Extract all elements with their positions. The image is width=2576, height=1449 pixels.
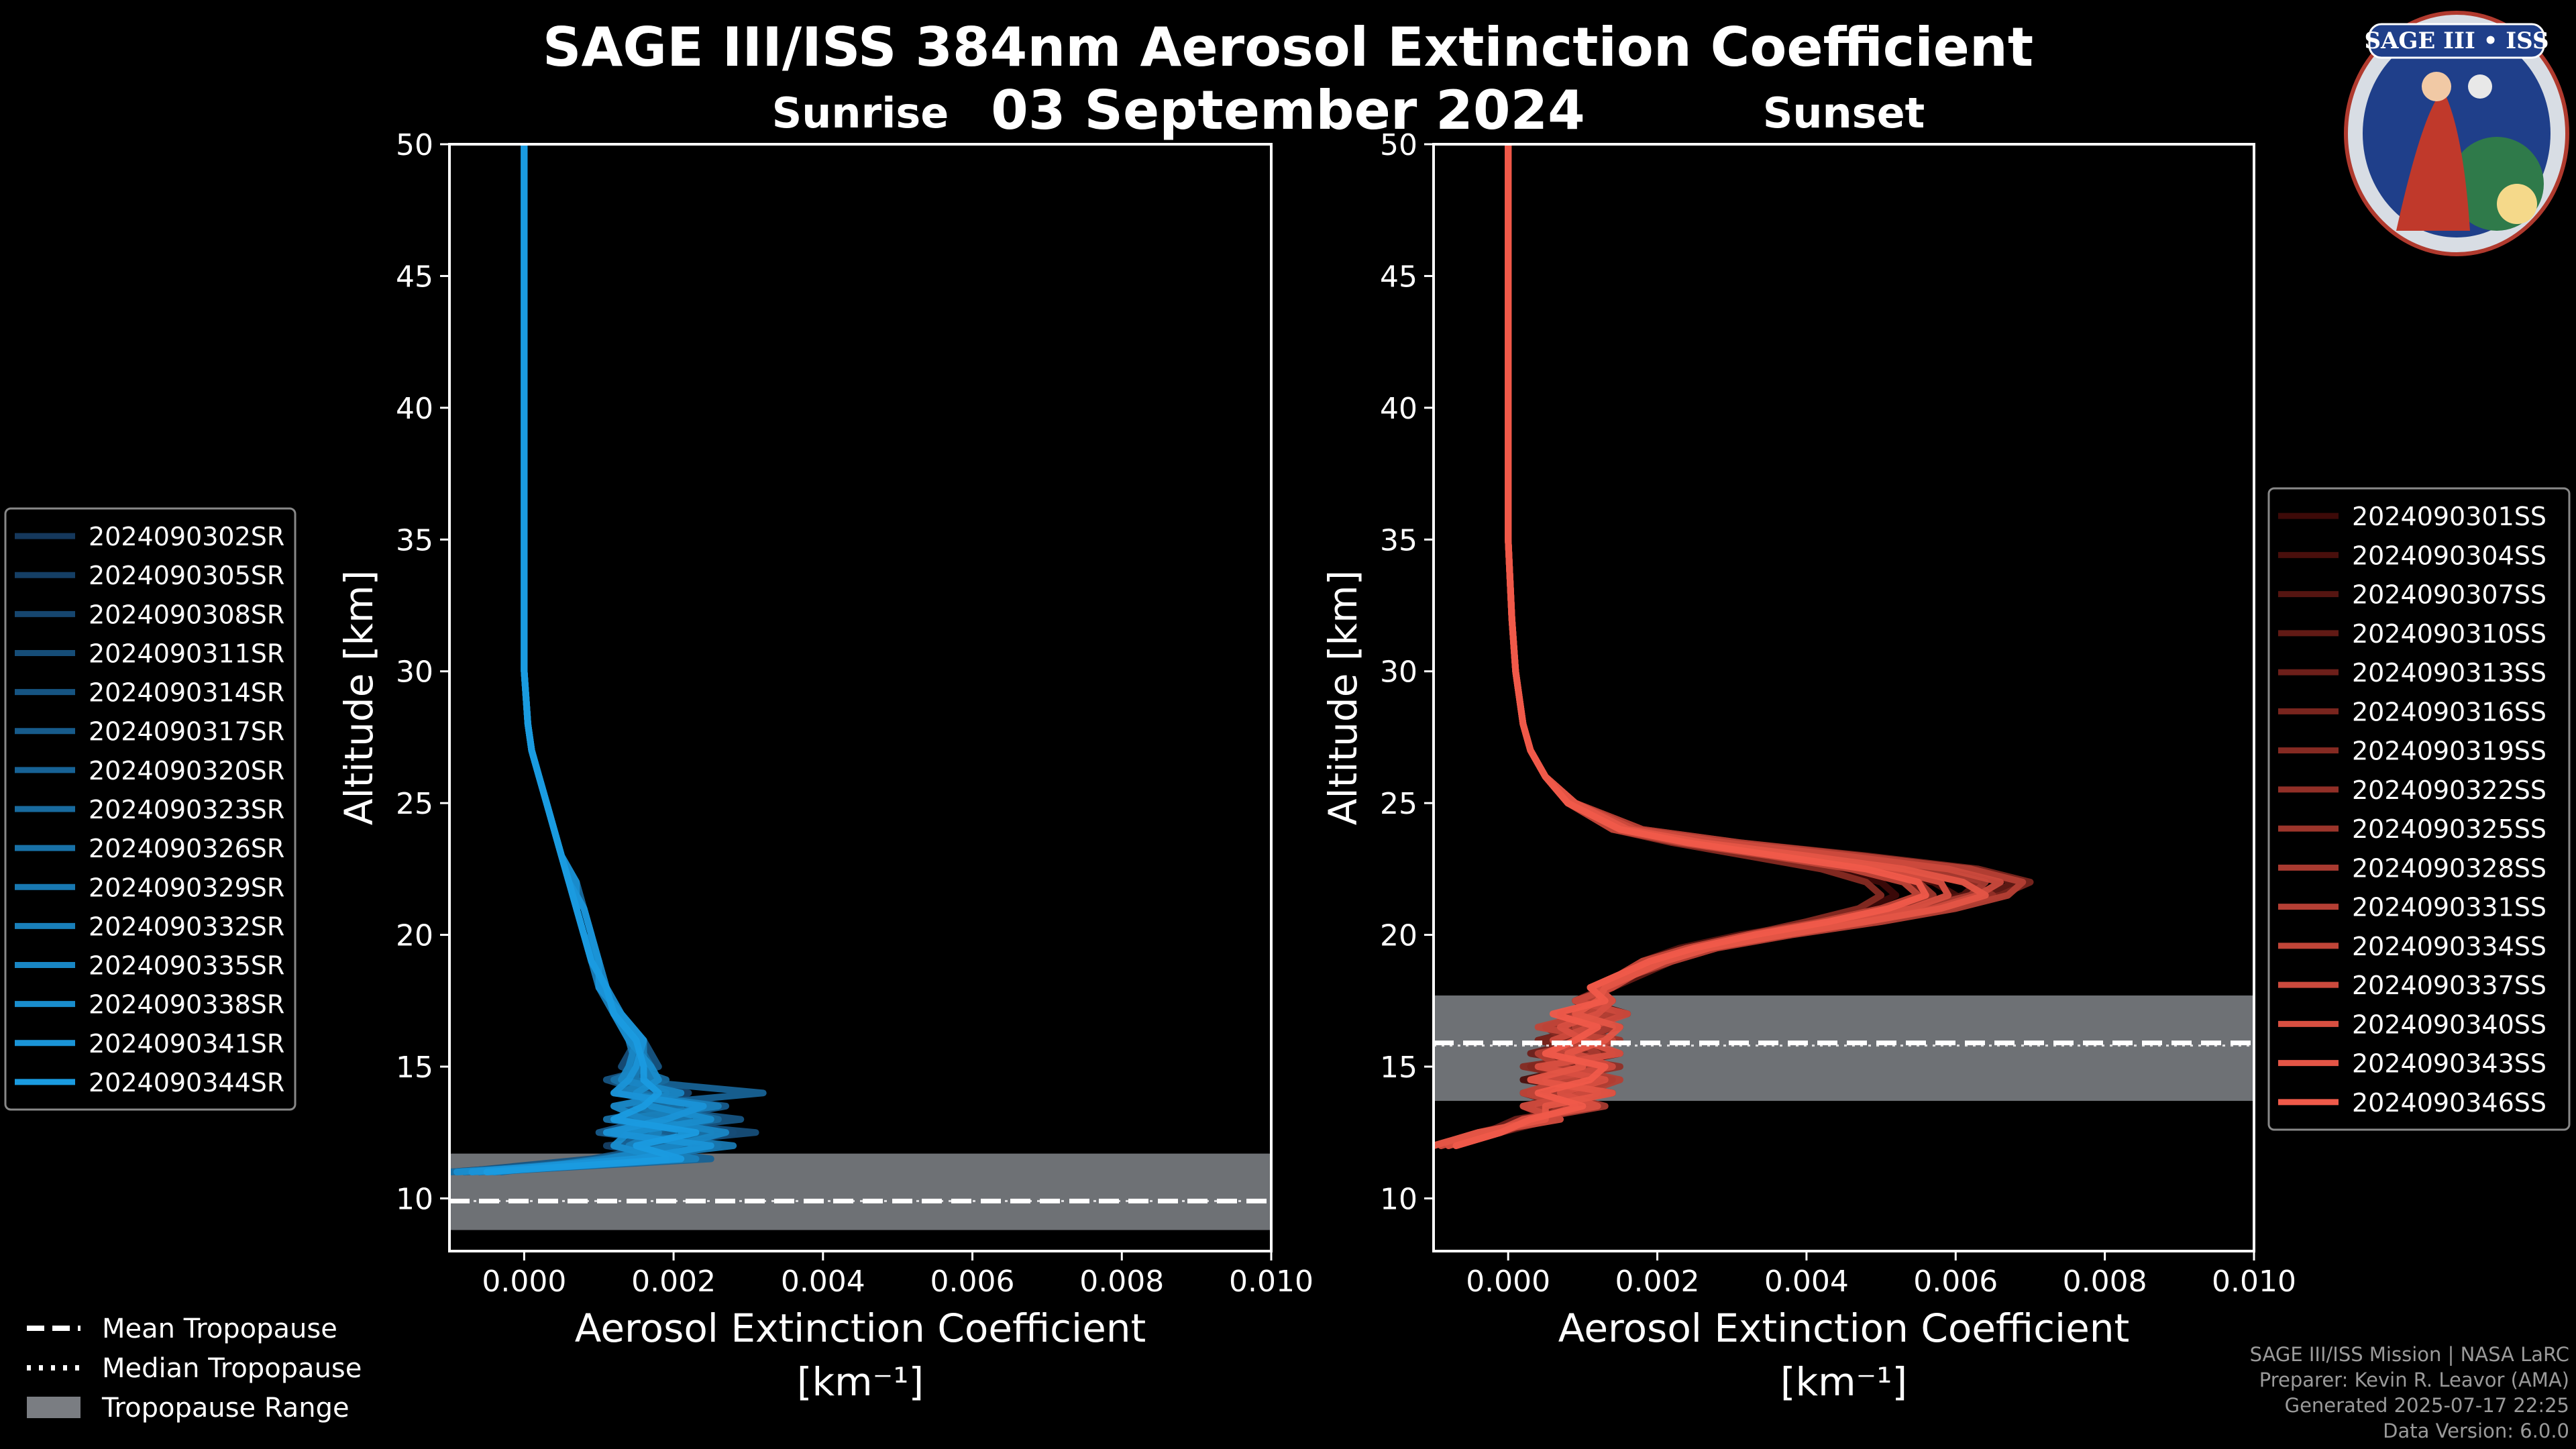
legend-entry: 2024090304SS: [2352, 541, 2546, 570]
x-tick-label: 0.006: [930, 1265, 1015, 1299]
legend-entry: 2024090344SR: [89, 1068, 284, 1097]
sage-iii-iss-logo: SAGE III • ISS: [2344, 11, 2569, 256]
panel-title: Sunset: [1763, 89, 1925, 138]
y-tick-label: 25: [396, 787, 433, 821]
legend-entry: 2024090323SR: [89, 795, 284, 824]
legend-entry: 2024090329SR: [89, 873, 284, 902]
legend-entry: 2024090319SS: [2352, 737, 2546, 766]
legend-entry: 2024090325SS: [2352, 814, 2546, 844]
legend-entry: 2024090301SS: [2352, 502, 2546, 531]
y-tick-label: 35: [396, 523, 433, 557]
x-tick-label: 0.008: [1079, 1265, 1164, 1299]
sunrise-legend: 2024090302SR 2024090305SR 2024090308SR 2024…: [4, 507, 297, 1111]
legend-range-swatch: [27, 1397, 80, 1418]
legend-entry: 2024090317SR: [89, 717, 284, 747]
legend-mean-label: Mean Tropopause: [102, 1313, 337, 1344]
x-tick-label: 0.002: [1615, 1265, 1700, 1299]
legend-entry: 2024090335SR: [89, 951, 284, 981]
tropopause-legend: Mean Tropopause Median Tropopause Tropopau…: [27, 1313, 362, 1424]
y-tick-label: 15: [1380, 1051, 1417, 1085]
y-axis-label: Altitude [km]: [336, 570, 382, 825]
y-tick-label: 10: [1380, 1182, 1417, 1216]
x-axis-unit: [km⁻¹]: [1780, 1359, 1907, 1405]
y-tick-label: 20: [1380, 919, 1417, 953]
y-tick-label: 30: [1380, 655, 1417, 690]
legend-entry: 2024090332SR: [89, 912, 284, 941]
y-tick-label: 50: [1380, 128, 1417, 162]
legend-entry: 2024090314SR: [89, 678, 284, 708]
legend-entry: 2024090311SR: [89, 639, 284, 668]
x-axis-label: Aerosol Extinction Coefficient: [575, 1305, 1146, 1351]
legend-entry: 2024090331SS: [2352, 893, 2546, 922]
legend-entry: 2024090308SR: [89, 600, 284, 629]
legend-entry: 2024090328SS: [2352, 853, 2546, 883]
y-tick-label: 50: [396, 128, 433, 162]
legend-entry: 2024090338SR: [89, 990, 284, 1020]
legend-entry: 2024090337SS: [2352, 971, 2546, 1000]
sunrise-panel: 10 15 20 25 30 35 40 45 50 0.000 0.002 0.004 0.006 0.…: [336, 89, 1313, 1405]
x-tick-label: 0.006: [1913, 1265, 1998, 1299]
x-tick-label: 0.000: [482, 1265, 566, 1299]
profile-line-2024090346SS: [1452, 144, 1929, 1149]
x-tick-label: 0.008: [2063, 1265, 2147, 1299]
y-tick-label: 15: [396, 1051, 433, 1085]
x-tick-label: 0.010: [1229, 1265, 1313, 1299]
y-axis-label: Altitude [km]: [1320, 570, 1366, 825]
y-tick-label: 30: [396, 655, 433, 690]
sunset-panel: 10 15 20 25 30 35 40 45 50 0.000 0.002 0.004 0.006 0.…: [1320, 89, 2296, 1405]
legend-frame: [2267, 487, 2571, 1131]
legend-range-label: Tropopause Range: [101, 1393, 350, 1424]
y-tick-label: 20: [396, 919, 433, 953]
y-tick-label: 10: [396, 1182, 433, 1216]
legend-entry: 2024090340SS: [2352, 1010, 2546, 1039]
logo-text: SAGE III • ISS: [2364, 28, 2548, 54]
y-tick-label: 35: [1380, 523, 1417, 557]
legend-entry: 2024090334SS: [2352, 932, 2546, 961]
x-axis-label: Aerosol Extinction Coefficient: [1558, 1305, 2130, 1351]
legend-median-label: Median Tropopause: [102, 1353, 362, 1384]
plot-frame: [1432, 143, 2255, 1252]
figure-title: SAGE III/ISS 384nm Aerosol Extinction Co…: [542, 16, 2034, 78]
series-group: [1434, 144, 2034, 1149]
legend-entry: 2024090343SS: [2352, 1049, 2546, 1079]
legend-entry: 2024090341SR: [89, 1029, 284, 1059]
legend-entry: 2024090326SR: [89, 834, 284, 863]
plot-frame: [448, 143, 1273, 1252]
legend-entry: 2024090322SS: [2352, 775, 2546, 805]
footer-preparer: Preparer: Kevin R. Leavor (AMA): [2259, 1368, 2569, 1391]
legend-entry: 2024090320SR: [89, 756, 284, 786]
legend-entry: 2024090307SS: [2352, 580, 2546, 610]
y-tick-label: 45: [1380, 260, 1417, 294]
legend-frame: [4, 507, 297, 1111]
legend-entry: 2024090302SR: [89, 522, 284, 551]
legend-entry: 2024090316SS: [2352, 697, 2546, 727]
legend-entry: 2024090305SR: [89, 561, 284, 590]
y-tick-label: 40: [1380, 392, 1417, 426]
footer-generated: Generated 2025-07-17 22:25: [2284, 1394, 2569, 1417]
footer-mission: SAGE III/ISS Mission | NASA LaRC: [2249, 1343, 2569, 1366]
y-tick-label: 25: [1380, 787, 1417, 821]
legend-entry: 2024090346SS: [2352, 1088, 2546, 1118]
profile-line-2024090344SR: [483, 144, 700, 1176]
series-group: [449, 144, 767, 1176]
y-tick-label: 40: [396, 392, 433, 426]
x-axis-unit: [km⁻¹]: [797, 1359, 924, 1405]
x-tick-label: 0.000: [1466, 1265, 1550, 1299]
sunset-legend: 2024090301SS 2024090304SS 2024090307SS 2024…: [2267, 487, 2571, 1131]
footer-credits: SAGE III/ISS Mission | NASA LaRC Prepare…: [2250, 1342, 2569, 1444]
legend-entry: 2024090310SS: [2352, 619, 2546, 649]
x-tick-label: 0.004: [781, 1265, 865, 1299]
footer-version: Data Version: 6.0.0: [2383, 1419, 2569, 1442]
figure-date: 03 September 2024: [991, 79, 1585, 142]
panel-title: Sunrise: [772, 89, 949, 138]
legend-entry: 2024090313SS: [2352, 658, 2546, 688]
x-tick-label: 0.002: [631, 1265, 716, 1299]
x-tick-label: 0.004: [1764, 1265, 1849, 1299]
x-tick-label: 0.010: [2212, 1265, 2296, 1299]
y-tick-label: 45: [396, 260, 433, 294]
plot-area: [449, 144, 1271, 1251]
